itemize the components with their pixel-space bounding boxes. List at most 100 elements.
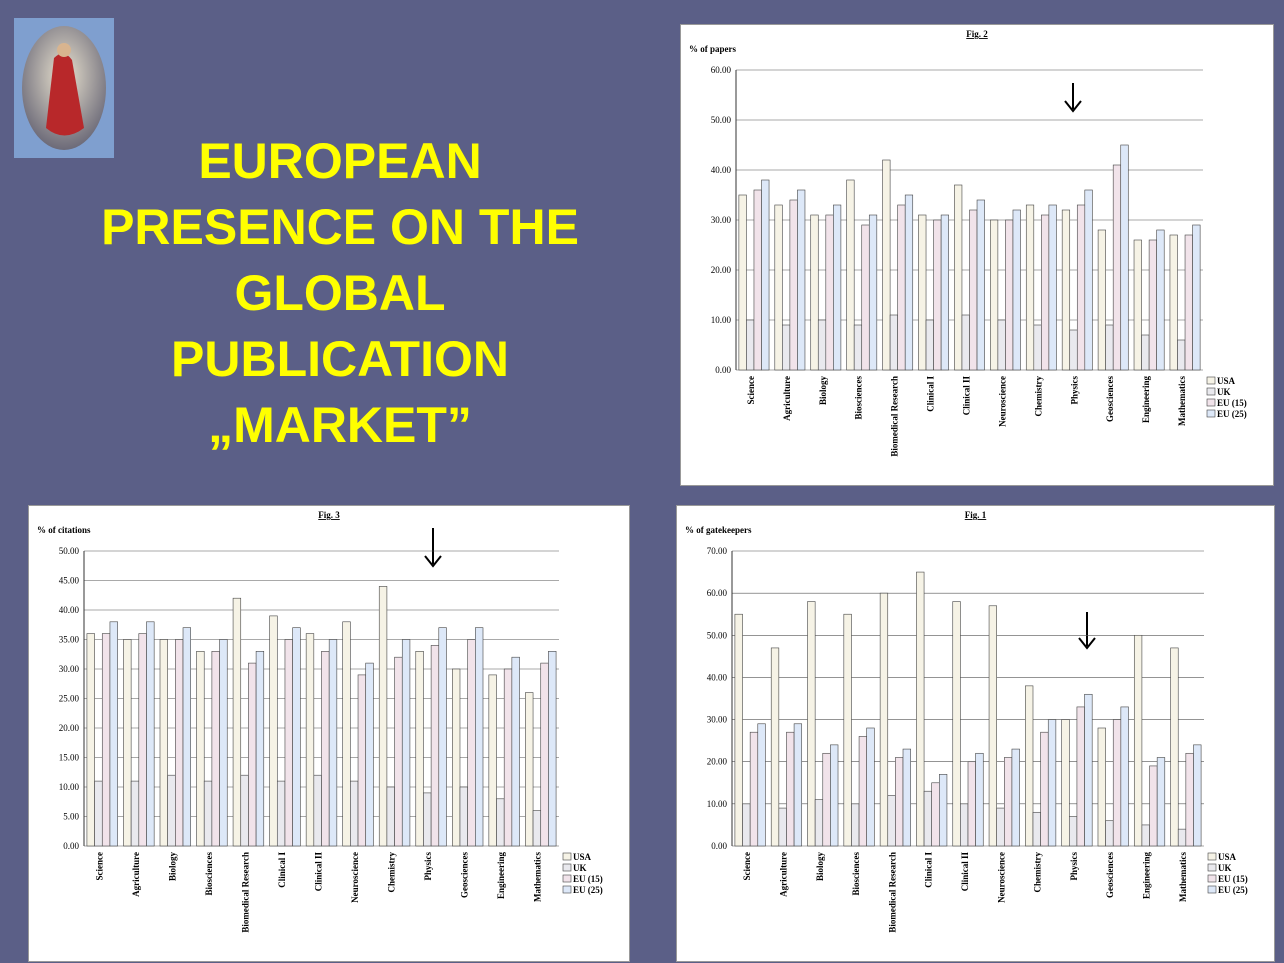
chart: Fig. 1 % of gatekeepers 0.00 10.00 20.00 30.0…	[685, 510, 1248, 933]
portrait	[14, 18, 114, 158]
legend-swatch	[1207, 852, 1217, 861]
bar	[952, 601, 961, 847]
bar	[782, 324, 791, 371]
legend-swatch	[562, 874, 572, 883]
bar	[1105, 324, 1114, 371]
bar	[1076, 204, 1086, 371]
y-tick-label: 35.00	[59, 635, 80, 645]
bar	[1177, 339, 1186, 371]
slide-title: EUROPEAN PRESENCE ON THE GLOBAL PUBLICAT…	[40, 128, 640, 458]
portrait-figure	[46, 53, 84, 136]
bar	[1133, 239, 1142, 371]
y-tick-label: 60.00	[711, 65, 732, 75]
bar	[887, 795, 896, 847]
title-line: „MARKET”	[208, 397, 472, 453]
bar	[350, 780, 359, 847]
bar	[219, 639, 228, 847]
bar	[1061, 719, 1070, 847]
bar	[203, 780, 213, 847]
bar	[810, 214, 819, 371]
bar	[532, 810, 542, 847]
x-tick-label: Science	[94, 852, 104, 881]
bar	[1185, 752, 1194, 847]
x-tick-label: Agriculture	[778, 852, 788, 897]
x-tick-label: Agriculture	[131, 852, 141, 897]
x-tick-label: Mathematics	[1177, 376, 1187, 426]
bar	[423, 792, 432, 847]
bar	[159, 639, 168, 847]
bar	[1061, 209, 1071, 371]
x-tick-label: Neuroscience	[996, 852, 1006, 903]
legend-swatch	[562, 852, 572, 861]
bar	[761, 179, 770, 371]
bar	[415, 651, 424, 847]
bar	[882, 159, 891, 371]
x-tick-label: Biology	[167, 852, 177, 882]
bar	[1133, 634, 1143, 847]
bar	[1033, 324, 1042, 371]
y-axis-label: % of citations	[37, 525, 91, 535]
bar	[401, 639, 411, 847]
bar	[1011, 748, 1020, 847]
bar	[793, 723, 803, 847]
arrow	[1078, 612, 1096, 650]
bar	[774, 204, 783, 371]
bar	[742, 803, 751, 847]
bar	[786, 731, 795, 847]
y-tick-label: 50.00	[59, 546, 80, 556]
legend-swatch	[1207, 874, 1217, 883]
x-tick-label: Geosciences	[1105, 376, 1115, 422]
bar	[825, 214, 834, 371]
y-tick-label: 45.00	[59, 576, 80, 586]
portrait-head	[57, 43, 71, 57]
bar	[996, 807, 1005, 847]
bar	[933, 219, 942, 371]
y-tick-label: 10.00	[711, 315, 732, 325]
bar	[1192, 224, 1201, 371]
bar	[232, 597, 242, 847]
chart: Fig. 3 % of citations 0.00 5.00 10.00 15.00 20…	[37, 510, 603, 933]
bar	[248, 662, 257, 847]
x-tick-label: Science	[742, 852, 752, 881]
y-tick-label: 20.00	[707, 757, 728, 767]
x-tick-label: Biology	[815, 852, 825, 882]
bar	[969, 209, 978, 371]
bar	[789, 199, 798, 371]
bar	[1141, 334, 1150, 371]
bar	[797, 189, 806, 371]
x-tick-label: Science	[746, 376, 756, 405]
chart-panel: Fig. 2 % of papers 0.00 10.00 20.00 30.00 40.0…	[680, 24, 1274, 486]
chart-title: Fig. 1	[965, 510, 987, 520]
chart-title: Fig. 2	[966, 29, 988, 39]
legend-label: EU (25)	[573, 885, 603, 895]
bar	[990, 219, 999, 371]
x-tick-label: Engineering	[1141, 376, 1151, 424]
y-tick-label: 25.00	[59, 694, 80, 704]
x-tick-label: Chemistry	[1033, 376, 1043, 417]
bar	[902, 748, 911, 847]
bar	[548, 651, 557, 847]
bar	[167, 774, 176, 847]
bar	[1149, 765, 1158, 847]
bar	[452, 668, 461, 847]
bar	[459, 786, 468, 847]
bar	[916, 571, 925, 847]
bar	[851, 803, 860, 847]
bar	[130, 780, 140, 847]
y-tick-label: 30.00	[711, 215, 732, 225]
legend-label: USA	[1218, 852, 1237, 862]
bar	[746, 319, 755, 371]
y-tick-label: 50.00	[711, 115, 732, 125]
x-tick-label: Geosciences	[460, 852, 470, 898]
bar	[101, 633, 111, 847]
y-axis-label: % of papers	[689, 44, 736, 54]
bar	[757, 723, 766, 847]
bar	[496, 798, 505, 847]
legend-swatch	[1207, 863, 1217, 872]
y-axis-label: % of gatekeepers	[685, 525, 752, 535]
bar	[1076, 706, 1085, 847]
x-tick-label: Clinical I	[926, 376, 936, 412]
legend-label: UK	[1218, 863, 1232, 873]
bar	[1184, 234, 1193, 371]
x-tick-label: Neuroscience	[997, 376, 1007, 427]
